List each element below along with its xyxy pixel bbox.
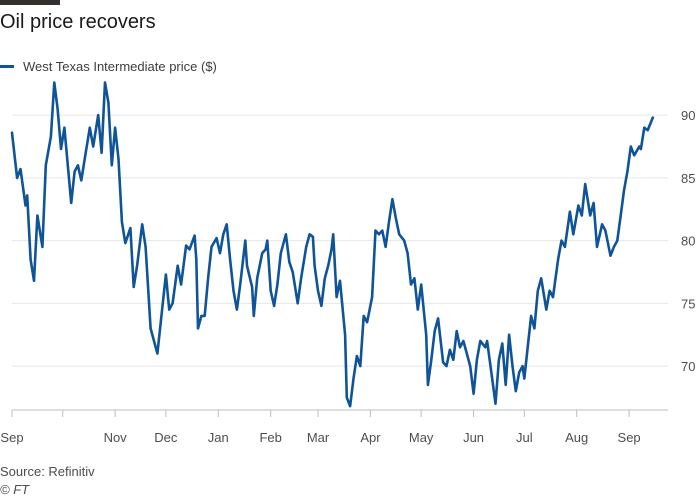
x-tick-label-apr-2021: Apr [360,430,381,445]
y-tick-label-75: 75 [681,296,695,311]
x-tick-label-mar-2021: Mar [307,430,330,445]
y-tick-label-70: 70 [681,359,695,374]
copyright-note: © FT [0,482,30,497]
chart-title: Oil price recovers [0,11,156,33]
y-tick-label-85: 85 [681,171,695,186]
legend-label: West Texas Intermediate price ($) [23,59,217,74]
x-tick-label-sep-2020: Sep [0,430,23,445]
y-tick-label-90: 90 [681,108,695,123]
y-tick-label-80: 80 [681,234,695,249]
x-tick-label-jun-2021: Jun [463,430,484,445]
x-tick-label-aug-2021: Aug [565,430,588,445]
x-tick-label-jul-2021: Jul [516,430,533,445]
source-note: Source: Refinitiv [0,464,95,479]
series-line-0 [10,81,655,408]
x-tick-label-sep-2021: Sep [618,430,641,445]
x-tick-label-jan-2021: Jan [208,430,229,445]
brand-accent-bar [0,0,60,5]
chart-legend: West Texas Intermediate price ($) [0,59,217,74]
x-tick-label-may-2021: May [409,430,434,445]
x-tick-label-dec-2020: Dec [154,430,178,445]
x-tick-label-nov-2020: Nov [104,430,128,445]
chart-plot: 70 75 80 85 90 Sep Nov Dec Jan Feb Mar Apr May Jun Jul… [0,81,695,445]
legend-swatch [0,65,14,68]
x-tick-label-feb-2021: Feb [259,430,281,445]
